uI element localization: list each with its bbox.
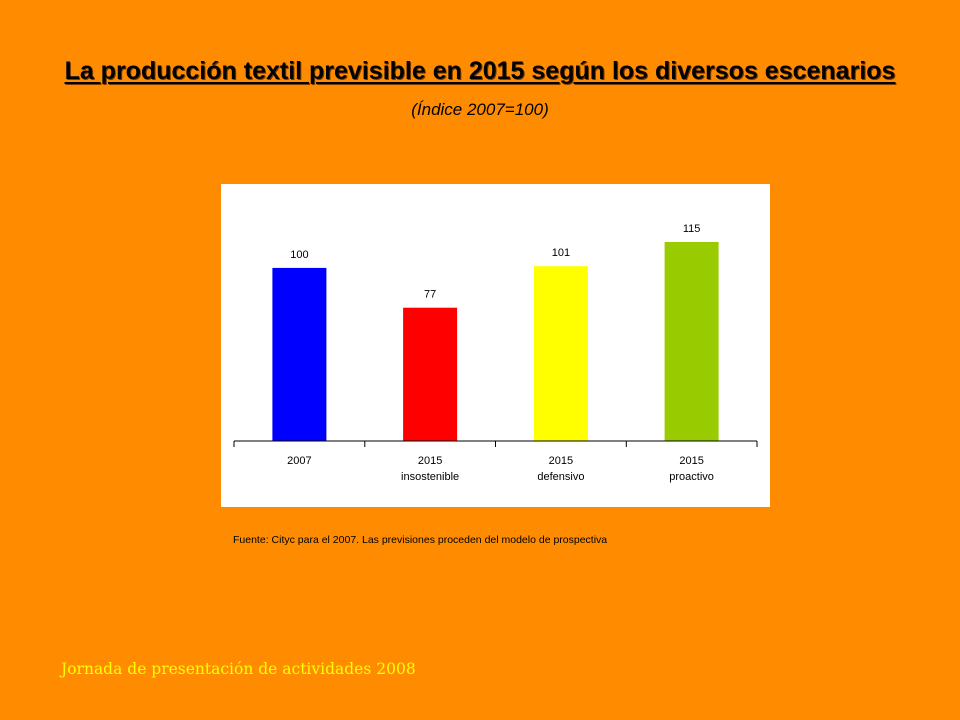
x-tick-label: insostenible — [401, 471, 459, 483]
source-note: Fuente: Cityc para el 2007. Las previsio… — [233, 534, 608, 546]
x-tick-label: defensivo — [537, 471, 584, 483]
x-tick-label: 2015 — [679, 455, 703, 467]
data-label: 77 — [424, 289, 436, 301]
data-label: 101 — [552, 247, 570, 259]
slide-subtitle: (Índice 2007=100) — [411, 100, 549, 119]
bar — [533, 266, 588, 441]
x-tick-label: 2007 — [287, 455, 311, 467]
data-label: 115 — [683, 223, 701, 235]
x-tick-label: proactivo — [669, 471, 714, 483]
x-tick-label: 2015 — [418, 455, 442, 467]
bar-chart: 100 77 101 115 2007 2015 insostenible 2015 defen… — [233, 223, 758, 483]
slide-title: La producción textil previsible en 2015 … — [64, 57, 896, 85]
x-tick-label: 2015 — [549, 455, 573, 467]
chart-panel: 100 77 101 115 2007 2015 insostenible 2015 defen… — [221, 184, 770, 507]
data-label: 100 — [290, 249, 308, 261]
bar — [403, 307, 458, 441]
bar — [272, 267, 327, 441]
footer-text: Jornada de presentación de actividades 2… — [61, 660, 416, 678]
bar — [664, 242, 719, 441]
